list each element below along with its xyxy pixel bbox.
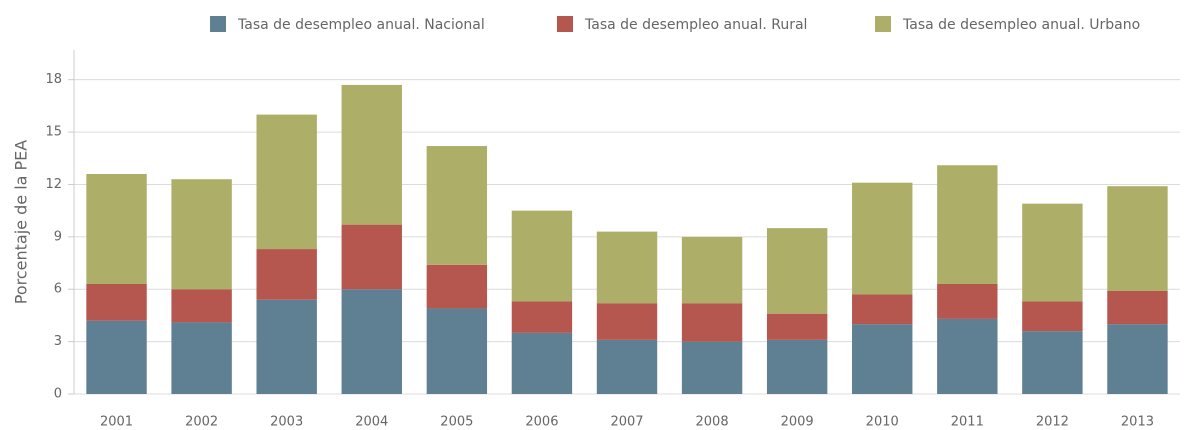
bar-segment <box>852 294 913 325</box>
bar-segment <box>171 179 232 290</box>
legend-text: Tasa de desempleo anual. Rural <box>584 17 807 33</box>
x-tick-label: 2012 <box>1036 415 1069 430</box>
y-tick-label: 18 <box>45 72 62 87</box>
legend-text: Tasa de desempleo anual. Urbano <box>902 17 1140 33</box>
bar-segment <box>171 322 232 394</box>
legend-swatch <box>210 16 226 32</box>
legend-swatch <box>557 16 573 32</box>
y-tick-label: 12 <box>45 177 62 192</box>
bar-segment <box>681 341 743 394</box>
bar-segment <box>426 308 488 394</box>
y-tick-label: 9 <box>54 229 62 244</box>
x-tick-label: 2003 <box>270 415 303 430</box>
bar-segment <box>1022 331 1083 394</box>
bar-segment <box>341 224 402 290</box>
bar-segment <box>1107 290 1168 325</box>
bar-segment <box>341 289 402 394</box>
bar-segment <box>937 318 998 394</box>
bar-segment <box>256 249 317 300</box>
bar-segment <box>681 236 743 304</box>
bar-segment <box>256 299 317 394</box>
bar-segment <box>596 303 658 340</box>
bar-segment <box>766 339 828 394</box>
bar-segment <box>86 283 147 321</box>
bar-segment <box>937 283 998 319</box>
y-axis-title: Porcentaje de la PEA <box>12 140 31 305</box>
bar-segment <box>426 146 488 265</box>
bar-segment <box>1107 186 1168 291</box>
bar-segment <box>766 313 828 340</box>
legend-swatch <box>875 16 891 32</box>
x-tick-label: 2007 <box>610 415 643 430</box>
bar-segment <box>426 264 488 309</box>
x-tick-label: 2013 <box>1121 415 1154 430</box>
bar-segment <box>86 320 147 394</box>
bar-segment <box>596 231 658 304</box>
y-tick-label: 3 <box>54 334 62 349</box>
bar-segment <box>852 324 913 394</box>
x-tick-label: 2006 <box>525 415 558 430</box>
y-tick-label: 0 <box>54 387 62 402</box>
bar-segment <box>766 228 828 314</box>
bar-segment <box>256 114 317 250</box>
x-tick-label: 2010 <box>866 415 899 430</box>
bar-segment <box>86 173 147 284</box>
x-tick-label: 2001 <box>100 415 133 430</box>
bar-segment <box>341 84 402 225</box>
bar-segment <box>596 339 658 394</box>
bar-segment <box>1022 301 1083 332</box>
x-tick-label: 2002 <box>185 415 218 430</box>
x-tick-label: 2008 <box>696 415 729 430</box>
bar-segment <box>681 303 743 342</box>
bar-segment <box>852 182 913 295</box>
bar-segment <box>511 301 573 333</box>
y-tick-label: 6 <box>54 282 62 297</box>
x-tick-label: 2009 <box>781 415 814 430</box>
bar-segment <box>171 289 232 323</box>
y-tick-label: 15 <box>45 125 62 140</box>
x-tick-label: 2004 <box>355 415 388 430</box>
x-tick-label: 2005 <box>440 415 473 430</box>
bar-segment <box>511 332 573 394</box>
x-tick-label: 2011 <box>951 415 984 430</box>
bar-segment <box>937 165 998 284</box>
bar-segment <box>1107 324 1168 394</box>
bar-segment <box>511 210 573 302</box>
bar-segment <box>1022 203 1083 302</box>
legend-text: Tasa de desempleo anual. Nacional <box>237 17 485 33</box>
